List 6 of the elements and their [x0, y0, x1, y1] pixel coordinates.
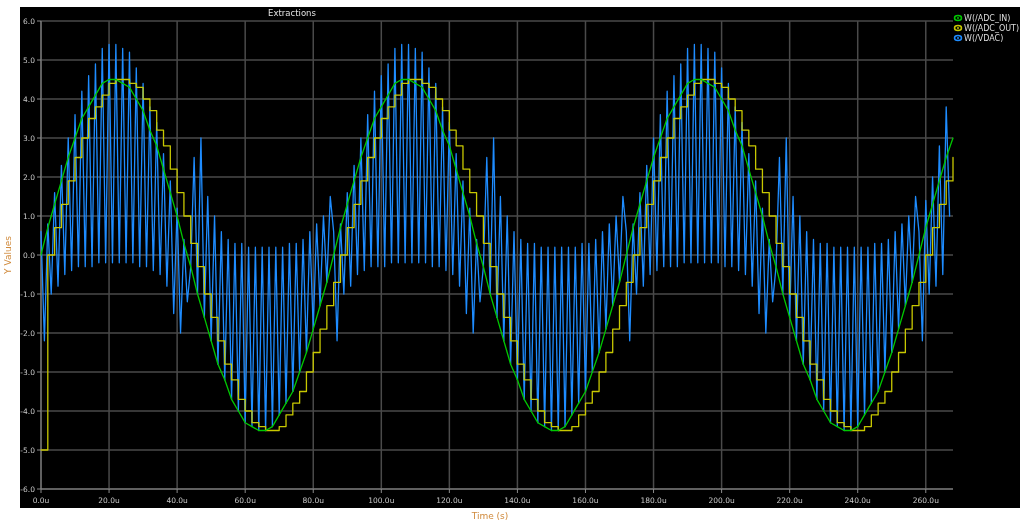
legend-label: W(/ADC_IN) — [964, 14, 1011, 23]
chart-title: Extractions — [268, 8, 317, 18]
legend-label: W(/VDAC) — [964, 34, 1004, 43]
y-axis-title: Y Values — [3, 235, 13, 275]
x-axis-title: Time (s) — [470, 511, 509, 520]
legend-label: W(/ADC_OUT) — [964, 24, 1020, 33]
